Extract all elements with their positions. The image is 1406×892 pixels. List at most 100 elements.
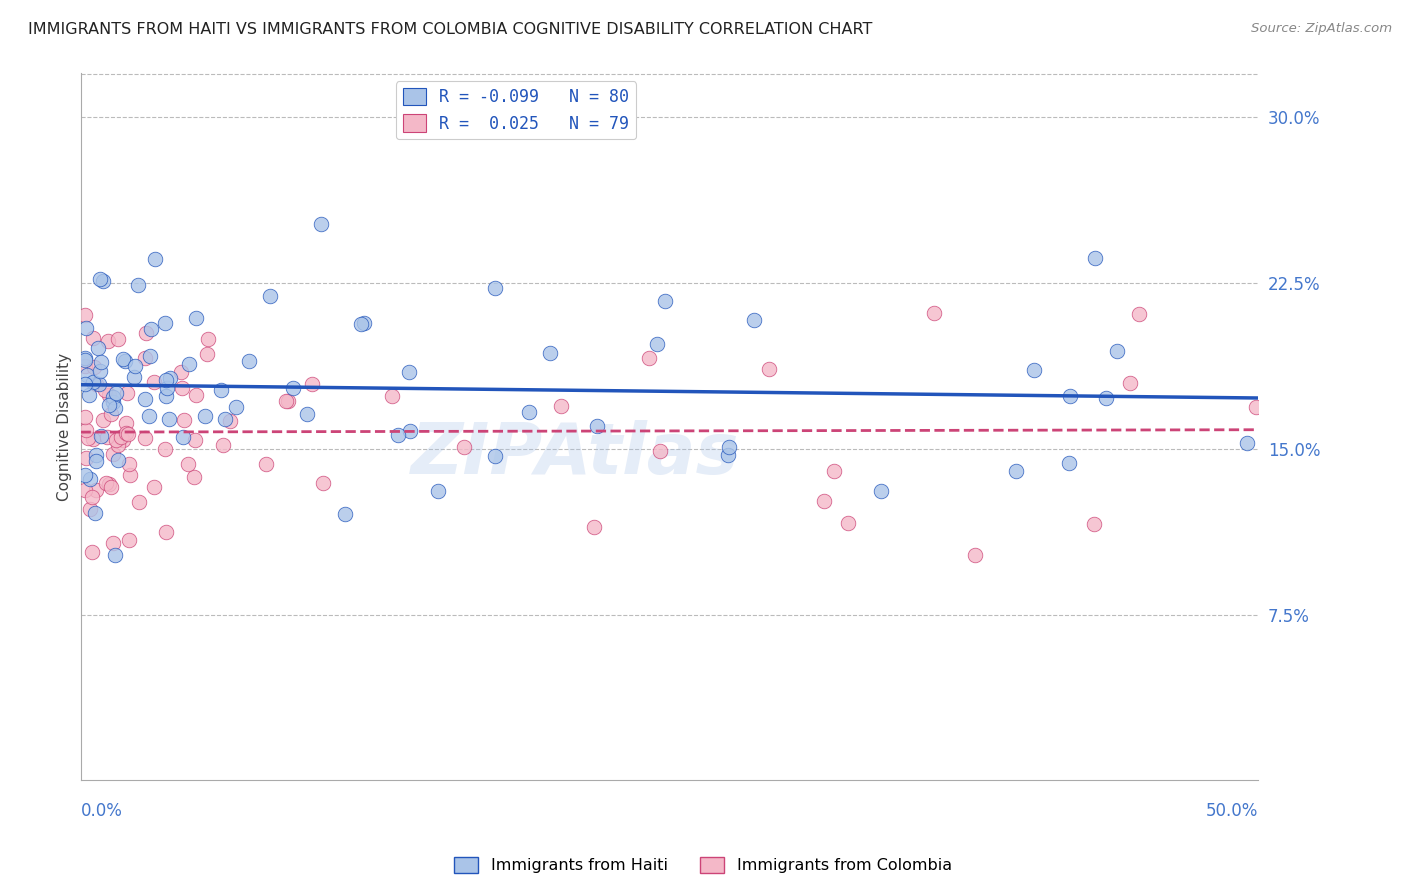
Point: [104, 386, 127, 401]
Point: [517, 405, 540, 419]
Y-axis label: Cognitive Disability: Cognitive Disability: [58, 352, 72, 500]
Point: [89, 272, 111, 286]
Point: [718, 440, 741, 454]
Point: [823, 464, 845, 478]
Point: [75, 423, 97, 437]
Point: [758, 362, 780, 376]
Point: [114, 425, 136, 440]
Point: [1105, 344, 1128, 359]
Point: [155, 389, 177, 403]
Point: [1005, 464, 1028, 478]
Point: [117, 426, 139, 441]
Point: [1083, 516, 1105, 531]
Point: [281, 381, 304, 395]
Text: Source: ZipAtlas.com: Source: ZipAtlas.com: [1251, 22, 1392, 36]
Point: [1119, 376, 1142, 391]
Point: [94, 476, 117, 491]
Point: [155, 524, 177, 539]
Point: [277, 393, 299, 408]
Point: [100, 407, 122, 421]
Point: [398, 365, 420, 379]
Point: [89, 363, 111, 377]
Point: [83, 359, 105, 374]
Point: [98, 476, 121, 491]
Point: [1059, 389, 1081, 403]
Point: [837, 516, 859, 530]
Point: [742, 313, 765, 327]
Point: [93, 383, 115, 397]
Point: [84, 376, 107, 391]
Point: [153, 316, 176, 330]
Point: [86, 454, 108, 468]
Point: [254, 457, 277, 471]
Point: [82, 490, 104, 504]
Point: [172, 430, 194, 444]
Point: [118, 533, 141, 547]
Point: [259, 289, 281, 303]
Point: [586, 418, 609, 433]
Point: [101, 390, 124, 404]
Point: [82, 331, 104, 345]
Point: [869, 483, 891, 498]
Point: [77, 431, 100, 445]
Point: [1094, 392, 1116, 406]
Point: [225, 400, 247, 414]
Point: [127, 278, 149, 293]
Point: [79, 471, 101, 485]
Point: [349, 317, 371, 331]
Point: [114, 353, 136, 368]
Point: [484, 281, 506, 295]
Point: [75, 483, 97, 497]
Point: [101, 395, 124, 409]
Point: [83, 506, 105, 520]
Point: [86, 483, 108, 497]
Point: [76, 368, 98, 383]
Point: [209, 383, 232, 397]
Point: [155, 372, 177, 386]
Point: [97, 334, 120, 348]
Point: [75, 353, 97, 368]
Point: [1236, 436, 1258, 450]
Point: [138, 409, 160, 424]
Point: [172, 381, 194, 395]
Point: [91, 413, 114, 427]
Point: [538, 345, 561, 359]
Point: [134, 351, 156, 365]
Point: [218, 414, 240, 428]
Point: [105, 433, 128, 447]
Point: [353, 316, 375, 330]
Point: [427, 484, 450, 499]
Point: [142, 376, 165, 390]
Point: [118, 457, 141, 471]
Point: [134, 431, 156, 445]
Point: [212, 438, 235, 452]
Point: [82, 375, 104, 389]
Point: [120, 467, 142, 482]
Text: 50.0%: 50.0%: [1205, 802, 1257, 820]
Point: [89, 377, 111, 392]
Point: [484, 449, 506, 463]
Point: [98, 387, 121, 401]
Point: [170, 366, 193, 380]
Point: [157, 411, 180, 425]
Point: [122, 370, 145, 384]
Point: [195, 347, 218, 361]
Point: [582, 520, 605, 534]
Point: [177, 457, 200, 471]
Legend: Immigrants from Haiti, Immigrants from Colombia: Immigrants from Haiti, Immigrants from C…: [449, 850, 957, 880]
Point: [115, 386, 138, 401]
Point: [159, 370, 181, 384]
Point: [104, 401, 127, 416]
Point: [963, 548, 986, 562]
Point: [645, 337, 668, 351]
Point: [75, 359, 97, 374]
Point: [100, 480, 122, 494]
Point: [75, 321, 97, 335]
Point: [90, 355, 112, 369]
Point: [142, 480, 165, 494]
Point: [143, 252, 166, 266]
Point: [97, 398, 120, 412]
Point: [193, 409, 215, 423]
Point: [301, 376, 323, 391]
Point: [87, 341, 110, 355]
